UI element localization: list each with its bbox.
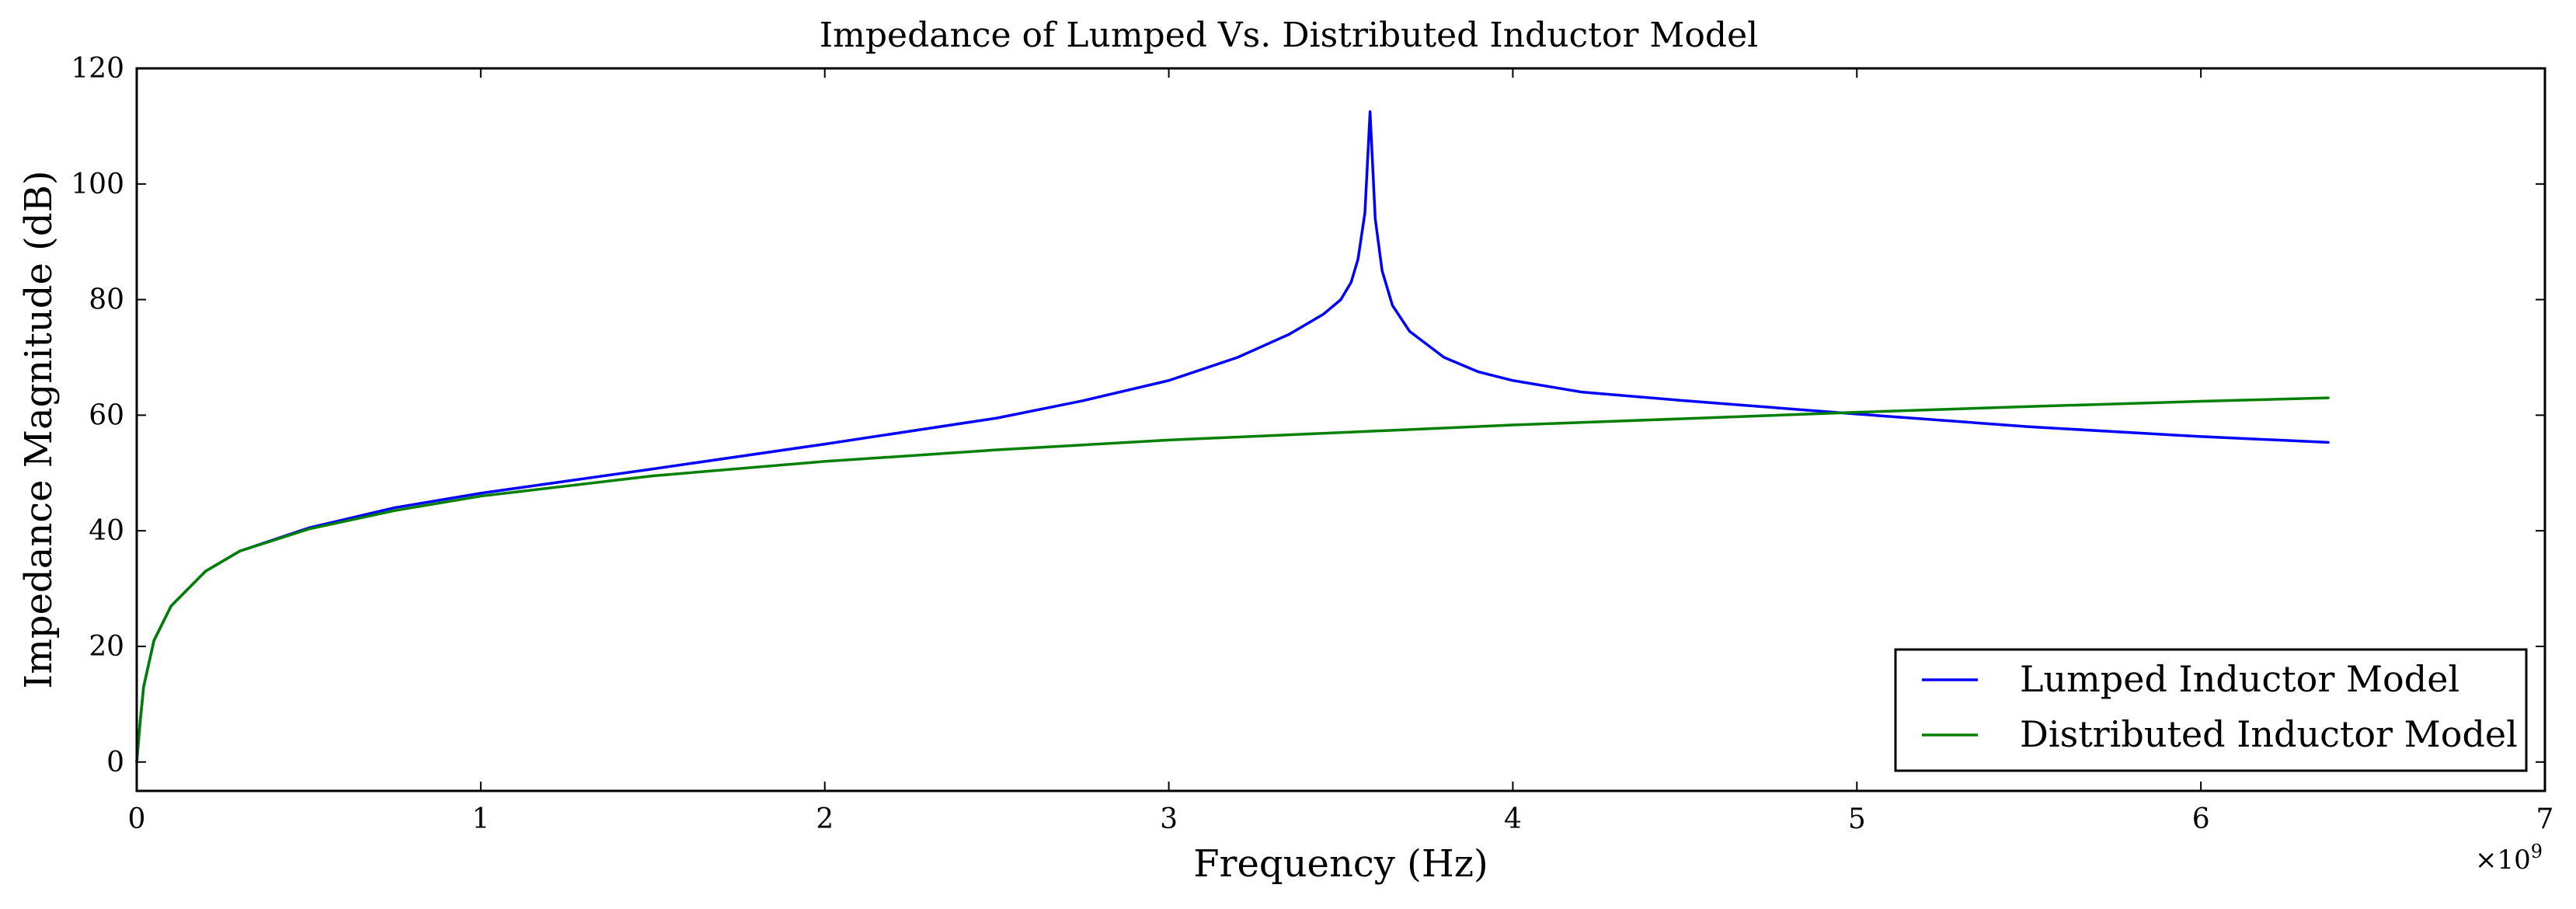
x-axis-multiplier: ×109 <box>2475 841 2543 876</box>
y-axis-label: Impedance Magnitude (dB) <box>17 170 61 688</box>
x-axis-label: Frequency (Hz) <box>1193 842 1488 886</box>
legend: Lumped Inductor Model Distributed Induct… <box>1894 648 2528 772</box>
x-tick-label: 2 <box>816 803 834 835</box>
y-tick-label: 0 <box>106 747 124 778</box>
x-tick-label: 1 <box>472 803 489 835</box>
y-tick-label: 20 <box>89 631 124 663</box>
y-tick-label: 100 <box>71 169 124 200</box>
x-tick-label: 0 <box>128 803 146 835</box>
x-axis-multiplier-base: ×10 <box>2475 845 2531 876</box>
x-tick-label: 7 <box>2536 803 2554 835</box>
series-line-distributed <box>135 396 2330 764</box>
legend-box <box>1894 648 2528 772</box>
x-tick-label: 3 <box>1160 803 1178 835</box>
x-tick-label: 6 <box>2192 803 2210 835</box>
plot-frame <box>135 67 2546 792</box>
y-tick-label: 120 <box>71 53 124 85</box>
plot-layer <box>135 110 2330 764</box>
y-tick-label: 40 <box>89 515 124 547</box>
tick-layer: 0 1 2 3 4 5 6 7 0 20 40 60 80 100 120 <box>71 53 2553 835</box>
x-axis-multiplier-exponent: 9 <box>2531 841 2543 862</box>
y-tick-label: 60 <box>89 399 124 431</box>
x-tick-label: 4 <box>1504 803 1522 835</box>
x-tick-label: 5 <box>1848 803 1866 835</box>
legend-label-distributed: Distributed Inductor Model <box>2020 713 2518 755</box>
legend-label-lumped: Lumped Inductor Model <box>2020 658 2459 700</box>
chart-title: Impedance of Lumped Vs. Distributed Indu… <box>820 16 1758 55</box>
y-tick-label: 80 <box>89 284 124 316</box>
